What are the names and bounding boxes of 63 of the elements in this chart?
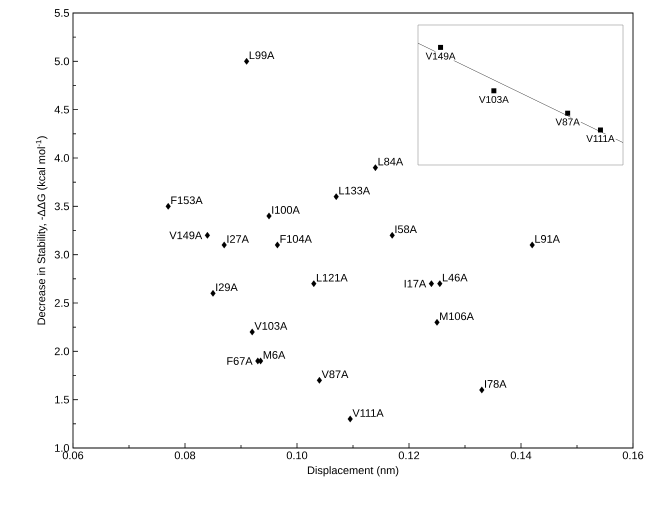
x-axis-title: Displacement (nm) [308, 466, 398, 476]
annotation: L99A [250, 51, 274, 60]
point [390, 232, 395, 239]
point [274, 242, 280, 248]
y-tick-label: 4.0 [54, 154, 70, 162]
annotation: F67A [227, 357, 253, 365]
point [311, 280, 316, 288]
point [316, 376, 322, 384]
point [222, 242, 227, 248]
point [437, 280, 442, 288]
annotation: I78A [485, 380, 507, 388]
annotation: V149A [426, 52, 456, 60]
point [266, 212, 272, 220]
point [334, 193, 339, 200]
x-tick-label: 0.14 [510, 452, 532, 460]
point [258, 358, 264, 364]
x-tick-label: 0.16 [622, 452, 644, 460]
annotation: F153A [171, 196, 203, 204]
y-tick-label: 5.0 [54, 57, 70, 66]
annotation: L84A [378, 158, 404, 166]
y-tick-label: 2.0 [54, 347, 70, 356]
annotation: L121A [316, 274, 348, 282]
annotation: L91A [535, 235, 560, 243]
point [372, 164, 378, 172]
point [204, 232, 210, 239]
point [479, 386, 484, 394]
annotation: L133A [339, 186, 370, 194]
y-tick-label: 2.5 [54, 299, 70, 307]
point [428, 280, 434, 288]
annotation: V87A [556, 118, 580, 126]
point [166, 202, 171, 210]
y-tick-label: 3.0 [54, 250, 70, 259]
annotation: M106A [440, 312, 474, 320]
x-tick-label: 0.10 [286, 452, 308, 460]
annotation: I58A [395, 225, 417, 234]
y-tick-label: 1.0 [55, 444, 70, 452]
x-tick-label: 0.08 [174, 452, 196, 460]
x-tick-label: 0.06 [62, 452, 84, 460]
annotation: V87A [322, 370, 348, 378]
x-tick-label: 0.12 [398, 452, 420, 460]
point [210, 290, 216, 297]
annotation: V103A [254, 322, 288, 330]
point [530, 242, 535, 248]
annotation: L46A [442, 274, 468, 282]
annotation: V111A [352, 409, 384, 417]
point [250, 328, 255, 336]
point [348, 416, 353, 422]
annotation: V111A [586, 135, 615, 142]
annotation: V149A [169, 231, 202, 240]
annotation: I29A [216, 283, 238, 292]
point [244, 58, 250, 65]
annotation: V103A [478, 96, 509, 104]
y-tick-label: 5.5 [54, 9, 70, 17]
y-tick-label: 1.5 [55, 396, 70, 404]
y-tick-label: 4.5 [54, 106, 70, 114]
annotation: I27A [227, 235, 249, 243]
y-tick-label: 3.5 [54, 202, 70, 210]
point [434, 318, 440, 326]
annotation: F104A [280, 235, 312, 243]
annotation: I17A [404, 280, 426, 288]
y-axis-title: Decrease in Stability, -ΔΔG (kcal mol$^{-1}$) [36, 136, 48, 325]
annotation: I100A [272, 206, 300, 214]
annotation: M6A [264, 351, 286, 359]
